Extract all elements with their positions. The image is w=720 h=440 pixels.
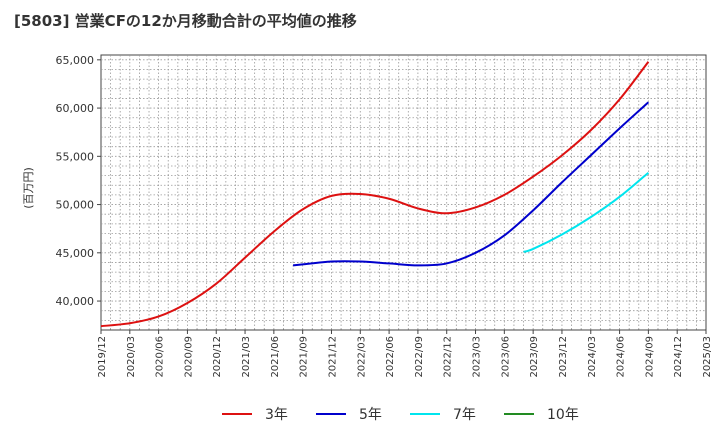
x-tick-label: 2020/03 (126, 336, 137, 378)
legend-item: 10年 (504, 407, 579, 423)
x-tick-label: 2021/06 (270, 336, 281, 378)
x-tick-label: 2023/09 (529, 336, 540, 378)
legend-label: 7年 (453, 407, 476, 423)
x-tick-label: 2023/06 (500, 336, 511, 378)
y-tick-label: 55,000 (56, 150, 95, 163)
series-line-2 (292, 101, 650, 267)
y-tick-label: 45,000 (56, 247, 95, 260)
x-tick-label: 2020/06 (155, 336, 166, 378)
y-tick-label: 60,000 (56, 102, 95, 115)
x-tick-label: 2024/03 (587, 336, 598, 378)
legend-item: 5年 (316, 407, 382, 423)
y-tick-label: 40,000 (56, 295, 95, 308)
x-tick-label: 2024/09 (644, 336, 655, 378)
chart-title: [5803] 営業CFの12か月移動合計の平均値の推移 (14, 12, 357, 30)
y-tick-label: 50,000 (56, 199, 95, 212)
legend-label: 5年 (359, 407, 382, 423)
plot-frame (100, 54, 707, 331)
x-tick-label: 2025/03 (702, 336, 713, 378)
x-tick-label: 2024/12 (673, 336, 684, 378)
x-tick-label: 2023/03 (472, 336, 483, 378)
x-tick-label: 2022/06 (385, 336, 396, 378)
x-tick-label: 2022/12 (443, 336, 454, 378)
x-tick-label: 2023/12 (558, 336, 569, 378)
x-tick-label: 2021/09 (299, 336, 310, 378)
legend-item: 7年 (410, 407, 476, 423)
x-tick-label: 2020/09 (183, 336, 194, 378)
x-tick-label: 2024/06 (616, 336, 627, 378)
x-tick-label: 2022/09 (414, 336, 425, 378)
legend-item: 3年 (222, 407, 288, 423)
y-tick-label: 65,000 (56, 54, 95, 67)
series-line-1 (100, 61, 650, 328)
x-tick-label: 2021/12 (327, 336, 338, 378)
legend-label: 10年 (547, 407, 579, 423)
x-tick-label: 2019/12 (97, 336, 108, 378)
x-tick-label: 2020/12 (212, 336, 223, 378)
x-tick-label: 2022/03 (356, 336, 367, 378)
x-tick-label: 2021/03 (241, 336, 252, 378)
series-line-3 (523, 171, 650, 253)
legend-label: 3年 (265, 407, 288, 423)
